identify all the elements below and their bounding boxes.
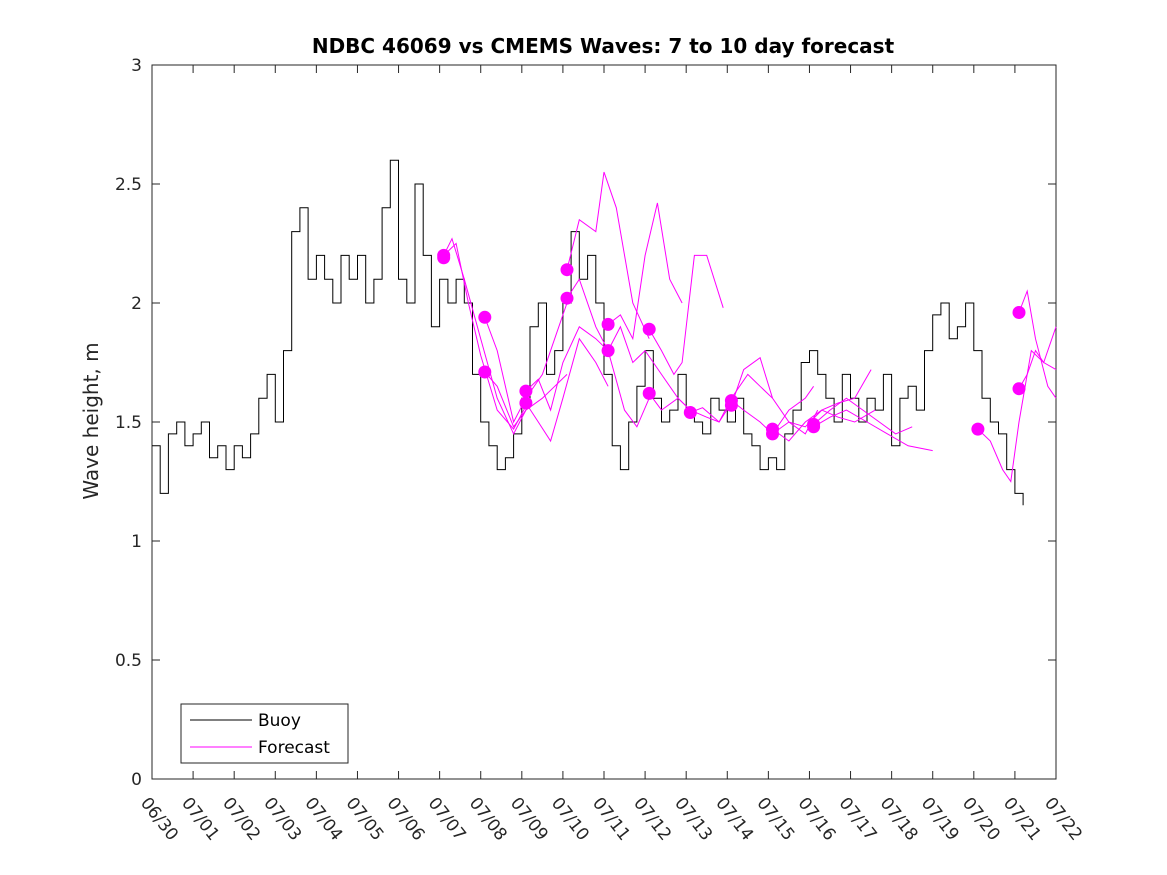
forecast-run-line-19 (977, 326, 1057, 483)
legend: Buoy Forecast (180, 703, 349, 764)
forecast-marker-11 (642, 386, 656, 400)
x-tick-label-19: 07/19 (917, 794, 963, 845)
forecast-marker-6 (560, 263, 574, 277)
forecast-marker-2 (478, 310, 492, 324)
y-tick-label-1: 0.5 (115, 651, 142, 671)
forecast-marker-19 (971, 422, 985, 436)
forecast-marker-1 (437, 251, 451, 265)
y-tick-label-4: 2 (131, 294, 142, 314)
forecast-marker-10 (642, 322, 656, 336)
y-tick-label-3: 1.5 (115, 413, 142, 433)
forecast-run-line-8 (607, 202, 683, 341)
forecast-run-line-21 (1018, 289, 1057, 399)
x-tick-label-2: 07/02 (218, 794, 264, 845)
x-tick-label-21: 07/21 (999, 794, 1045, 845)
forecast-marker-7 (560, 291, 574, 305)
x-tick-label-5: 07/05 (342, 794, 388, 845)
forecast-run-line-10 (648, 254, 724, 376)
x-tick-label-3: 07/03 (259, 794, 305, 845)
x-tick-label-12: 07/12 (629, 794, 675, 845)
forecast-run-line-16 (772, 409, 876, 435)
x-tick-label-1: 07/01 (177, 794, 223, 845)
y-tick-label-0: 0 (131, 770, 142, 790)
forecast-marker-9 (601, 344, 615, 358)
x-tick-label-6: 07/06 (383, 794, 429, 845)
forecast-marker-18 (807, 420, 821, 434)
x-tick-label-8: 07/08 (465, 794, 511, 845)
forecast-run-line-0 (443, 237, 527, 436)
forecast-run-line-6 (566, 171, 650, 339)
x-tick-label-13: 07/13 (670, 794, 716, 845)
forecast-run-line-1 (443, 242, 531, 430)
forecast-marker-8 (601, 317, 615, 331)
series-layer (152, 159, 1057, 506)
forecast-run-line-4 (525, 326, 609, 412)
y-tick-label-6: 3 (131, 56, 142, 76)
x-tick-label-22: 07/22 (1040, 794, 1086, 845)
y-axis-label: Wave height, m (79, 342, 103, 499)
legend-forecast-label: Forecast (258, 738, 330, 758)
forecast-run-line-17 (813, 397, 913, 435)
x-tick-label-9: 07/09 (506, 794, 552, 845)
legend-buoy-label: Buoy (258, 711, 301, 731)
forecast-run-line-20 (1018, 349, 1057, 389)
x-tick-label-4: 07/04 (300, 794, 346, 845)
forecast-marker-16 (766, 427, 779, 441)
forecast-marker-20 (1012, 382, 1026, 396)
forecast-marker-14 (724, 398, 738, 412)
x-tick-label-17: 07/17 (835, 794, 881, 845)
x-tick-label-0: 06/30 (136, 794, 182, 845)
y-tick-label-2: 1 (131, 532, 142, 552)
forecast-marker-3 (478, 365, 492, 379)
x-tick-label-16: 07/16 (794, 794, 840, 845)
forecast-run-line-14 (730, 356, 819, 435)
forecast-marker-4 (519, 384, 533, 398)
x-tick-label-15: 07/15 (752, 794, 798, 845)
x-tick-label-7: 07/07 (424, 794, 470, 845)
y-tick-label-5: 2.5 (115, 175, 142, 195)
x-tick-label-14: 07/14 (711, 794, 757, 845)
forecast-run-line-5 (525, 337, 609, 443)
forecast-marker-21 (1012, 306, 1026, 319)
forecast-marker-12 (683, 406, 697, 419)
buoy-series-line (152, 159, 1024, 506)
x-tick-label-11: 07/11 (588, 794, 634, 845)
x-tick-label-10: 07/10 (547, 794, 593, 845)
x-tick-label-18: 07/18 (876, 794, 922, 845)
chart-title: NDBC 46069 vs CMEMS Waves: 7 to 10 day f… (312, 34, 895, 58)
forecast-marker-5 (519, 396, 533, 410)
x-tick-label-20: 07/20 (958, 794, 1004, 845)
forecast-run-line-18 (813, 409, 933, 452)
forecast-run-line-3 (484, 371, 568, 428)
legend-box (180, 703, 349, 764)
